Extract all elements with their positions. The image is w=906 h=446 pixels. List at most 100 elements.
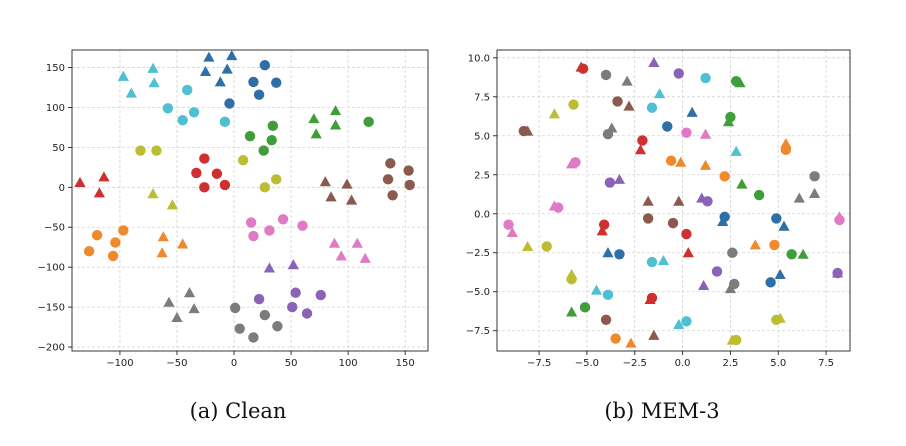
data-point-circle	[604, 177, 616, 188]
data-point-circle	[253, 293, 265, 305]
y-tick-label: 2.5	[474, 170, 490, 181]
data-point-circle	[612, 96, 623, 107]
x-tick-label: 150	[396, 358, 415, 369]
data-point-circle	[646, 102, 658, 113]
data-point-triangle	[117, 70, 129, 81]
data-point-circle	[271, 77, 282, 88]
x-tick-label: −100	[106, 358, 133, 369]
data-point-circle	[600, 314, 612, 326]
y-tick-label: 50	[52, 143, 65, 154]
data-point-circle	[107, 250, 119, 262]
x-tick-label: −2.5	[623, 358, 647, 369]
data-point-triangle	[329, 119, 342, 130]
data-point-circle	[301, 308, 313, 319]
data-point-triangle	[613, 173, 626, 184]
data-point-triangle	[506, 226, 518, 237]
data-point-circle	[753, 189, 765, 201]
data-point-triangle	[648, 56, 660, 67]
data-point-triangle	[696, 192, 708, 203]
y-tick-label: −5.0	[466, 287, 490, 298]
data-point-circle	[219, 116, 231, 128]
data-point-triangle	[328, 237, 341, 248]
data-point-circle	[199, 182, 210, 193]
data-point-circle	[177, 115, 188, 126]
data-point-triangle	[345, 194, 358, 205]
data-point-circle	[610, 333, 621, 344]
data-point-circle	[667, 217, 679, 229]
data-point-circle	[245, 217, 257, 228]
data-point-circle	[662, 121, 673, 132]
data-point-triangle	[682, 247, 694, 258]
data-point-circle	[135, 145, 146, 156]
data-point-triangle	[774, 312, 786, 323]
data-point-triangle	[831, 267, 844, 278]
data-point-circle	[681, 127, 692, 138]
data-point-circle	[191, 167, 202, 179]
y-tick-label: −150	[38, 303, 65, 314]
data-point-circle	[387, 190, 398, 201]
data-point-circle	[259, 182, 271, 193]
data-point-triangle	[263, 262, 275, 273]
data-point-circle	[809, 171, 820, 182]
caption-clean: (a) Clean	[190, 399, 287, 423]
data-point-circle	[765, 277, 776, 288]
data-point-triangle	[156, 247, 168, 258]
data-point-circle	[503, 219, 514, 230]
y-tick-label: 100	[46, 103, 65, 114]
data-point-triangle	[623, 100, 635, 111]
data-point-triangle	[351, 237, 363, 248]
data-point-circle	[637, 135, 648, 146]
data-point-triangle	[157, 231, 169, 242]
data-point-circle	[229, 302, 241, 314]
data-point-triangle	[625, 337, 637, 348]
data-point-triangle	[780, 137, 792, 149]
data-point-circle	[259, 309, 271, 321]
x-tick-label: 2.5	[722, 358, 738, 369]
data-point-triangle	[199, 65, 212, 77]
data-point-circle	[182, 84, 193, 96]
data-point-triangle	[93, 187, 105, 198]
data-point-triangle	[221, 63, 233, 74]
x-tick-label: −7.5	[527, 358, 551, 369]
data-point-circle	[110, 237, 121, 248]
data-point-circle	[91, 230, 103, 241]
data-point-circle	[162, 103, 174, 114]
data-point-triangle	[724, 283, 737, 294]
data-point-circle	[315, 289, 326, 301]
scatter-plot-clean: −100 −50 0 50 100 150 −200 −150 −100 −50 0 50 100 150	[38, 49, 429, 369]
data-point-circle	[259, 59, 271, 71]
y-tick-label: 0	[59, 183, 65, 194]
data-point-circle	[267, 120, 279, 132]
data-point-circle	[253, 89, 265, 100]
data-point-circle	[266, 135, 277, 146]
data-point-circle	[700, 72, 711, 84]
data-point-triangle	[147, 62, 159, 73]
data-point-triangle	[177, 238, 189, 249]
data-point-circle	[602, 289, 614, 301]
x-tick-label: −50	[166, 358, 187, 369]
data-point-circle	[118, 225, 129, 236]
data-point-triangle	[730, 145, 742, 156]
data-point-triangle	[147, 188, 159, 199]
data-point-triangle	[698, 279, 710, 290]
y-tick-label: −2.5	[466, 248, 490, 259]
data-point-triangle	[797, 248, 809, 259]
data-point-circle	[598, 219, 610, 230]
data-point-circle	[83, 245, 95, 257]
data-point-circle	[786, 249, 797, 260]
data-point-triangle	[522, 240, 534, 251]
data-point-triangle	[329, 105, 342, 116]
data-point-circle	[244, 131, 256, 142]
data-point-triangle	[98, 171, 110, 182]
data-point-circle	[769, 239, 780, 251]
data-point-circle	[711, 266, 723, 277]
y-tick-label: 150	[46, 63, 65, 74]
data-point-triangle	[833, 211, 846, 222]
data-point-circle	[673, 68, 684, 79]
data-point-circle	[248, 76, 259, 88]
data-point-circle	[681, 228, 692, 240]
data-point-triangle	[722, 116, 735, 127]
data-point-triangle	[566, 158, 578, 169]
x-tick-label: 5.0	[770, 358, 786, 369]
data-point-triangle	[522, 125, 534, 136]
